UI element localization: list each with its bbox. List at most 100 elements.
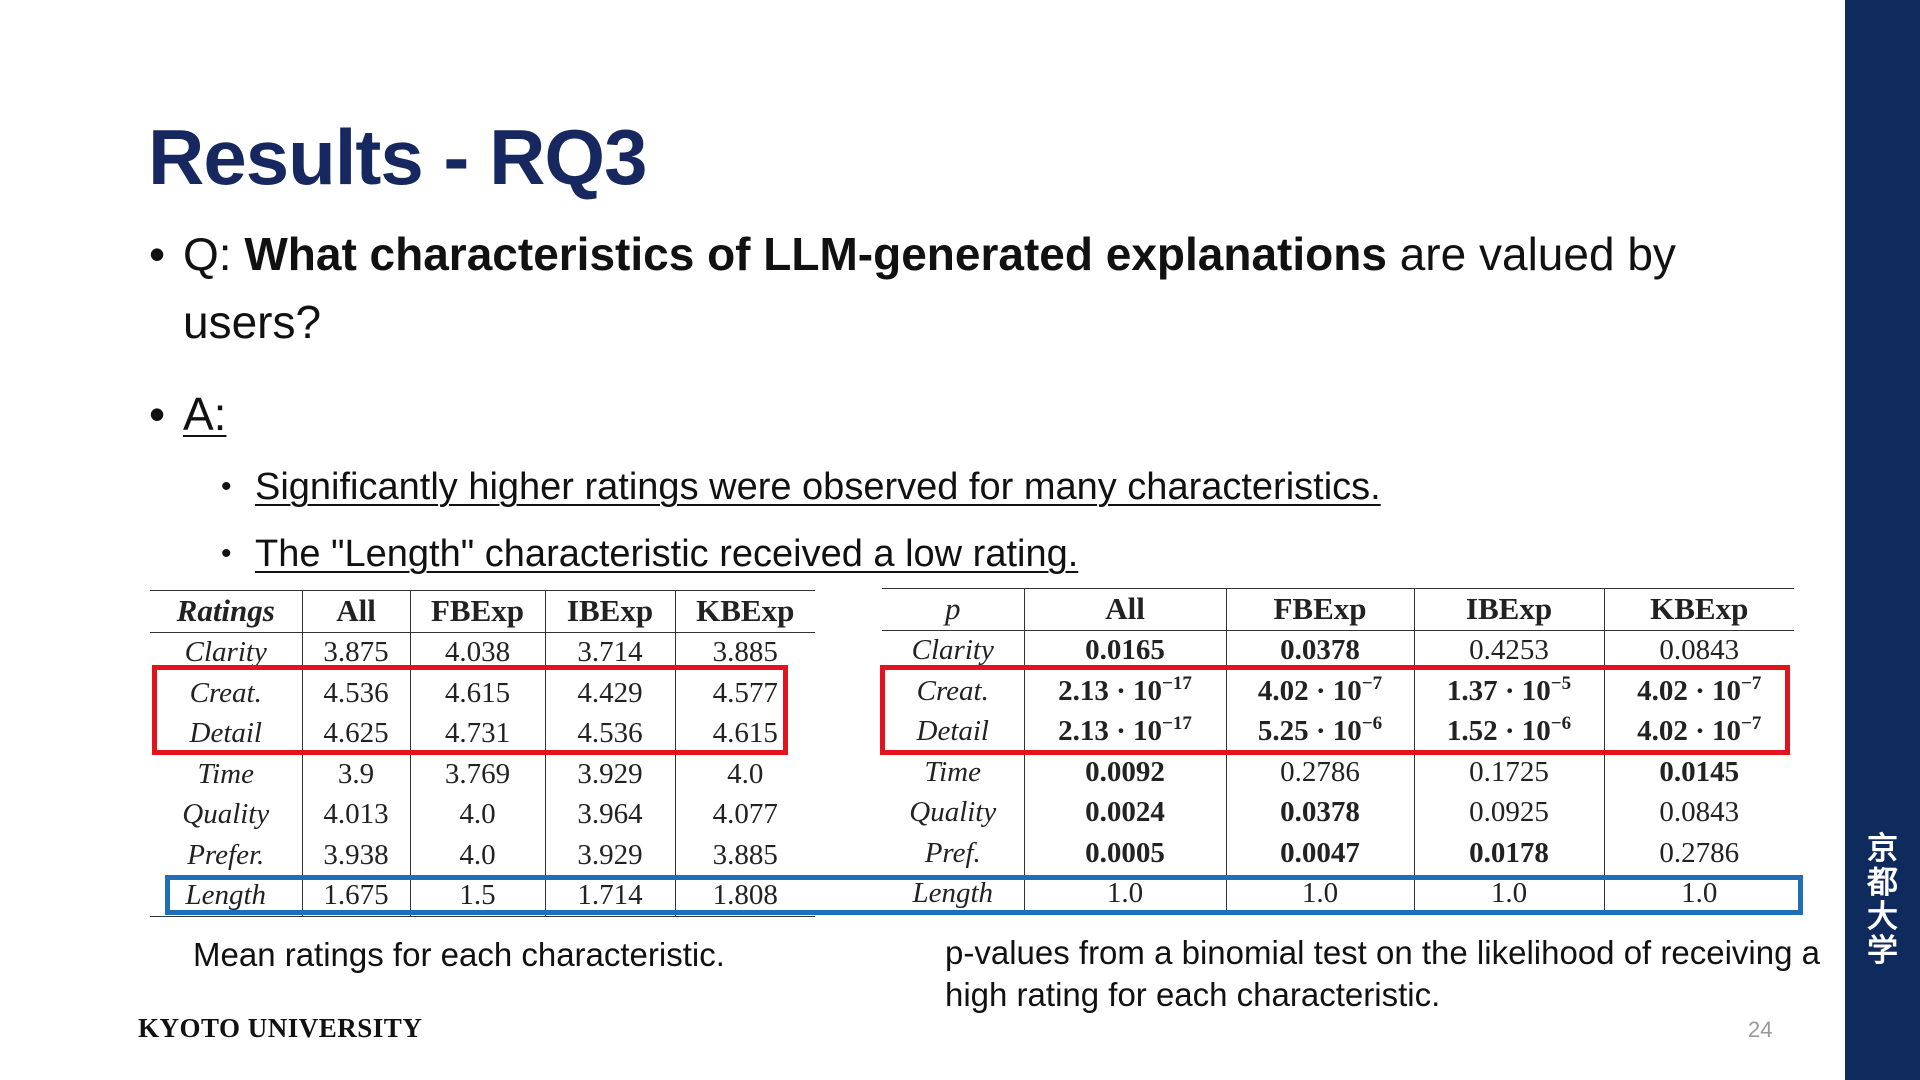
table-cell: 0.0165 — [1023, 630, 1226, 671]
cell-mantissa: 0.0378 — [1280, 796, 1360, 829]
answer-item-text: The "Length" characteristic received a l… — [255, 533, 1079, 575]
table-cell: 4.0 — [409, 835, 545, 876]
cell-exponent: −17 — [1162, 713, 1192, 735]
answer-bullet: • A: — [149, 380, 227, 448]
table-cell: 4.02 · 10−7 — [1603, 671, 1794, 712]
side-char: 大 — [1867, 899, 1898, 935]
bullet-dot: • — [221, 470, 232, 503]
table-cell: 0.0047 — [1225, 833, 1414, 874]
table-cell: 0.0024 — [1023, 792, 1226, 833]
answer-label: A: — [183, 388, 227, 440]
table-cell: 4.077 — [674, 794, 815, 835]
table-header: IBExp — [544, 590, 675, 633]
table-cell: 4.02 · 10−7 — [1225, 671, 1414, 712]
question-bullet: • Q: What characteristics of LLM-generat… — [149, 220, 1743, 356]
cell-exponent: −7 — [1741, 672, 1762, 694]
cell-mantissa: 0.0005 — [1085, 836, 1165, 869]
cell-mantissa: 0.0378 — [1280, 634, 1360, 667]
row-label: Time — [924, 755, 981, 788]
table-header: All — [301, 590, 410, 633]
table-cell: 1.37 · 10−5 — [1413, 671, 1604, 712]
row-label: Time — [197, 757, 254, 790]
table-header-row: Ratings All FBExp IBExp KBExp — [150, 590, 815, 633]
table-header: IBExp — [1413, 588, 1604, 631]
table-cell: 3.938 — [301, 835, 410, 876]
cell-exponent: −6 — [1361, 713, 1383, 735]
cell-mantissa: 4.02 · 10 — [1637, 674, 1742, 707]
table-cell: 3.769 — [409, 754, 545, 795]
table-cell: 3.929 — [544, 754, 675, 795]
cell-mantissa: 1.52 · 10 — [1446, 715, 1551, 748]
side-char: 京 — [1867, 831, 1898, 867]
cell-mantissa: 0.0178 — [1469, 836, 1549, 869]
cell-mantissa: 1.37 · 10 — [1446, 674, 1551, 707]
table-cell: 1.0 — [1023, 873, 1226, 915]
table-row: Pref. 0.0005 0.0047 0.0178 0.2786 — [882, 833, 1794, 874]
cell-mantissa: 0.4253 — [1469, 634, 1549, 667]
highlight-box-blue-length — [165, 875, 1803, 915]
table-cell: 4.0 — [674, 754, 815, 795]
table-header: KBExp — [674, 590, 815, 633]
table-cell: 4.731 — [409, 713, 545, 754]
cell-mantissa: 0.0024 — [1085, 796, 1165, 829]
side-char: 都 — [1867, 865, 1898, 901]
cell-exponent: −6 — [1550, 713, 1572, 735]
row-label: Pref. — [924, 836, 981, 869]
table-cell: 4.615 — [674, 713, 815, 754]
table-header: FBExp — [1225, 588, 1414, 631]
side-label: 京 都 大 学 — [1845, 832, 1920, 968]
cell-mantissa: 0.1725 — [1469, 755, 1549, 788]
row-label: Detail — [189, 717, 263, 750]
pvalue-caption: p-values from a binomial test on the lik… — [945, 934, 1820, 1013]
question-prefix: Q: — [183, 228, 245, 280]
highlight-box-red-pvalues — [880, 665, 1790, 755]
table-cell: 0.2786 — [1603, 833, 1794, 874]
side-char: 学 — [1867, 933, 1898, 969]
table-row: Creat. 2.13 · 10−17 4.02 · 10−7 1.37 · 10−5… — [882, 671, 1794, 712]
pvalue-table: p All FBExp IBExp KBExp Clarity 0.0165 0.0… — [882, 588, 1794, 915]
table-row: Time 3.9 3.769 3.929 4.0 — [150, 754, 815, 795]
bullet-dot: • — [221, 537, 232, 570]
cell-mantissa: 0.0145 — [1659, 755, 1740, 788]
table-cell: 0.0843 — [1603, 630, 1794, 671]
cell-exponent: −7 — [1741, 713, 1762, 735]
cell-mantissa: 2.13 · 10 — [1058, 674, 1163, 707]
university-logo: KYOTO UNIVERSITY — [138, 1013, 423, 1043]
table-cell: 3.964 — [544, 794, 675, 835]
page-number: 24 — [1748, 1017, 1773, 1042]
question-suffix: are valued by users? — [183, 228, 1676, 348]
cell-mantissa: 2.13 · 10 — [1058, 715, 1163, 748]
row-label: Clarity — [911, 634, 994, 667]
table-header-row: p All FBExp IBExp KBExp — [882, 588, 1794, 631]
table-cell: 4.013 — [301, 794, 410, 835]
cell-mantissa: 4.02 · 10 — [1637, 715, 1742, 748]
table-cell: 4.02 · 10−7 — [1603, 711, 1794, 752]
table-cell: 4.625 — [301, 713, 410, 754]
table-cell: 0.0178 — [1413, 833, 1604, 874]
table-row: Detail 2.13 · 10−17 5.25 · 10−6 1.52 · 10−6… — [882, 711, 1794, 752]
row-label: Quality — [909, 796, 997, 829]
row-label: Detail — [916, 715, 990, 748]
answer-item-text: Significantly higher ratings were observ… — [255, 466, 1381, 508]
table-cell: 4.429 — [544, 673, 675, 714]
table-header: p — [882, 588, 1024, 631]
table-cell: 0.0378 — [1225, 792, 1414, 833]
table-cell: 5.25 · 10−6 — [1225, 711, 1414, 752]
table-cell: 4.577 — [674, 673, 815, 714]
slide-title: Results - RQ3 — [148, 113, 647, 201]
table-cell: 3.929 — [544, 835, 675, 876]
table-cell: 0.1725 — [1413, 752, 1604, 793]
table-row: Creat. 4.536 4.615 4.429 4.577 — [150, 673, 815, 714]
brand-sidebar: 京 都 大 学 — [1845, 0, 1920, 1080]
row-label: Prefer. — [187, 838, 265, 871]
bullet-dot: • — [149, 228, 166, 280]
cell-exponent: −7 — [1361, 672, 1383, 694]
table-cell: 0.0843 — [1603, 792, 1794, 833]
row-label: Creat. — [916, 674, 989, 707]
table-row: Prefer. 3.938 4.0 3.929 3.885 — [150, 835, 815, 876]
table-cell: 0.0378 — [1225, 630, 1414, 671]
table-header: All — [1023, 588, 1226, 631]
table-cell: 4.615 — [409, 673, 545, 714]
table-cell: 1.0 — [1413, 873, 1604, 915]
table-header: Ratings — [150, 590, 302, 633]
